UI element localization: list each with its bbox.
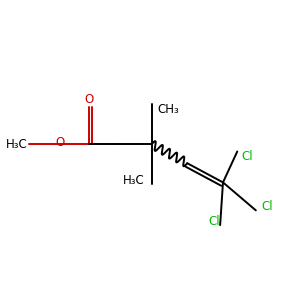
Text: H₃C: H₃C <box>123 174 145 187</box>
Text: CH₃: CH₃ <box>157 103 179 116</box>
Text: Cl: Cl <box>242 150 253 163</box>
Text: H₃C: H₃C <box>6 138 27 151</box>
Text: Cl: Cl <box>208 215 220 228</box>
Text: O: O <box>84 93 93 106</box>
Text: Cl: Cl <box>262 200 273 213</box>
Text: O: O <box>56 136 65 149</box>
